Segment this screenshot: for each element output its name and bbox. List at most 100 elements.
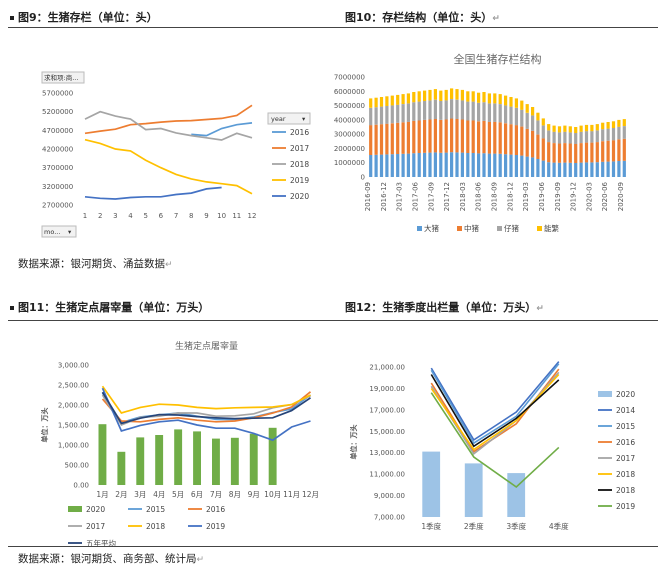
y-tick-label: 13,000.00	[369, 449, 405, 457]
bar-segment-mid	[444, 119, 448, 153]
y-tick-label: 4000000	[334, 116, 365, 124]
bar-segment-sow	[428, 89, 432, 101]
x-tick-label: 2020-06	[601, 181, 609, 211]
series-line-2019	[101, 387, 311, 442]
bar-segment-mid	[455, 119, 459, 153]
bar-segment-small	[504, 105, 508, 124]
bar-segment-big	[574, 163, 578, 177]
bar-segment-sow	[444, 89, 448, 101]
bar-segment-sow	[498, 94, 502, 104]
y-tick-label: 3000000	[334, 131, 365, 139]
x-tick-label: 11月	[283, 490, 300, 499]
y-tick-label: 3,000.00	[58, 362, 89, 370]
bar-2020	[268, 427, 277, 485]
bar-segment-big	[482, 153, 486, 177]
y-axis-label: 单位：万头	[349, 425, 358, 460]
bar-segment-small	[547, 130, 551, 143]
bar-segment-sow	[466, 91, 470, 102]
legend-swatch	[457, 226, 462, 231]
bar-segment-sow	[455, 89, 459, 100]
bar-segment-mid	[423, 120, 427, 153]
y-tick-label: 1000000	[334, 159, 365, 167]
bar-segment-sow	[482, 92, 486, 103]
x-tick-label: 2季度	[464, 521, 484, 531]
legend-五年平均-label: 五年平均	[86, 538, 116, 548]
y-tick-label: 2000000	[334, 145, 365, 153]
bar-segment-sow	[563, 125, 567, 132]
bar-segment-big	[504, 154, 508, 177]
fig10-caption: 图10：存栏结构（单位：头）↵	[345, 11, 500, 24]
bar-segment-sow	[417, 91, 421, 102]
bar-segment-small	[617, 126, 621, 140]
y-tick-label: 2,500.00	[58, 382, 89, 390]
series-line-2018	[84, 110, 253, 141]
legend-2018-6-label: 2018	[616, 486, 635, 495]
bar-segment-mid	[466, 120, 470, 153]
y-tick-label: 21,000.00	[369, 364, 405, 372]
bar-segment-sow	[514, 98, 518, 108]
bar-segment-mid	[557, 143, 562, 163]
bar-segment-small	[509, 106, 513, 125]
bar-segment-mid	[584, 142, 589, 163]
y-tick-label: 7,000.00	[374, 514, 405, 522]
bar-2020	[230, 437, 239, 485]
legend-2016-label: 2016	[206, 505, 225, 514]
y-tick-label: 7000000	[334, 74, 365, 82]
value-field-button-label: 求和项:商...	[44, 73, 78, 82]
x-tick-label: 2018-03	[459, 182, 467, 211]
bar-segment-sow	[520, 100, 524, 110]
bar-segment-sow	[401, 94, 405, 104]
bar-segment-big	[401, 153, 405, 177]
bar-segment-big	[498, 153, 502, 177]
legend-label: 大猪	[424, 223, 439, 233]
series-line-2016-2	[430, 368, 560, 453]
x-tick-label: 2020-09	[617, 182, 625, 211]
bar-segment-small	[498, 104, 502, 123]
series-line-2018-5	[430, 374, 560, 448]
bar-segment-mid	[439, 120, 443, 153]
bar-segment-big	[509, 154, 513, 177]
bar-segment-big	[396, 154, 400, 177]
bar-2020	[117, 451, 126, 485]
bar-segment-sow	[617, 119, 621, 127]
bar-segment-sow	[423, 90, 427, 101]
bar-segment-big	[493, 153, 497, 177]
fig9-caption: 图9：生猪存栏（单位：头）	[10, 9, 158, 25]
bar-segment-small	[590, 131, 594, 143]
bar-segment-sow	[531, 107, 535, 116]
series-line-2016	[101, 391, 312, 423]
x-tick-label: 2020-03	[585, 182, 593, 211]
bar-segment-mid	[563, 143, 567, 163]
x-tick-label: 1月	[96, 490, 108, 499]
bar-segment-mid	[487, 121, 491, 154]
bar-segment-mid	[390, 123, 394, 155]
bar-segment-mid	[509, 124, 513, 155]
y-tick-label: 4700000	[42, 127, 73, 135]
legend-field-button[interactable]: year ▾	[267, 112, 311, 125]
bar-2020	[193, 431, 201, 485]
bar-segment-small	[606, 128, 610, 141]
y-axis-label: 单位：万头	[40, 408, 49, 443]
fig9-chart: 求和项:商... mo... ▾ year ▾ 5700000 5200000 4700000…	[41, 71, 311, 238]
x-tick-label: 2019-09	[554, 182, 562, 211]
bar-segment-small	[622, 126, 626, 139]
bar-segment-sow	[525, 104, 529, 113]
bar-segment-mid	[412, 120, 416, 154]
x-tick-label: 8月	[229, 490, 241, 499]
y-tick-label: 3200000	[42, 183, 73, 191]
x-tick-label: 3月	[134, 490, 146, 499]
y-tick-label: 0.00	[73, 482, 89, 490]
x-tick-label: 2019-12	[570, 182, 578, 211]
bar-segment-big	[385, 154, 389, 177]
row-field-button[interactable]: mo... ▾	[41, 225, 77, 238]
legend-2018-label: 2018	[290, 160, 309, 169]
x-tick-label: 2	[98, 212, 102, 220]
value-field-button[interactable]: 求和项:商...	[41, 71, 85, 84]
bar-segment-big	[487, 153, 491, 177]
bar-segment-small	[466, 101, 470, 121]
bar-segment-mid	[525, 128, 529, 157]
x-tick-label: 5	[143, 212, 147, 220]
bar-segment-small	[385, 106, 389, 124]
x-tick-label: 7	[174, 212, 178, 220]
